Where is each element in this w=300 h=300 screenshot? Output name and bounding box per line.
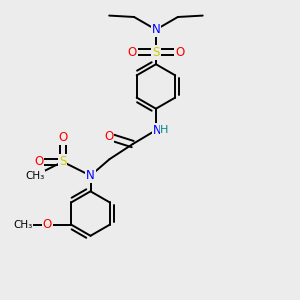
Text: O: O [175,46,184,59]
Text: N: N [152,23,160,36]
Text: O: O [43,218,52,231]
Text: N: N [86,169,95,182]
Text: CH₃: CH₃ [14,220,33,230]
Text: O: O [104,130,113,143]
Text: O: O [58,131,67,144]
Text: H: H [160,125,169,135]
Text: O: O [34,155,43,168]
Text: N: N [152,124,161,137]
Text: S: S [152,46,160,59]
Text: O: O [127,46,136,59]
Text: CH₃: CH₃ [25,171,45,181]
Text: S: S [59,155,66,168]
